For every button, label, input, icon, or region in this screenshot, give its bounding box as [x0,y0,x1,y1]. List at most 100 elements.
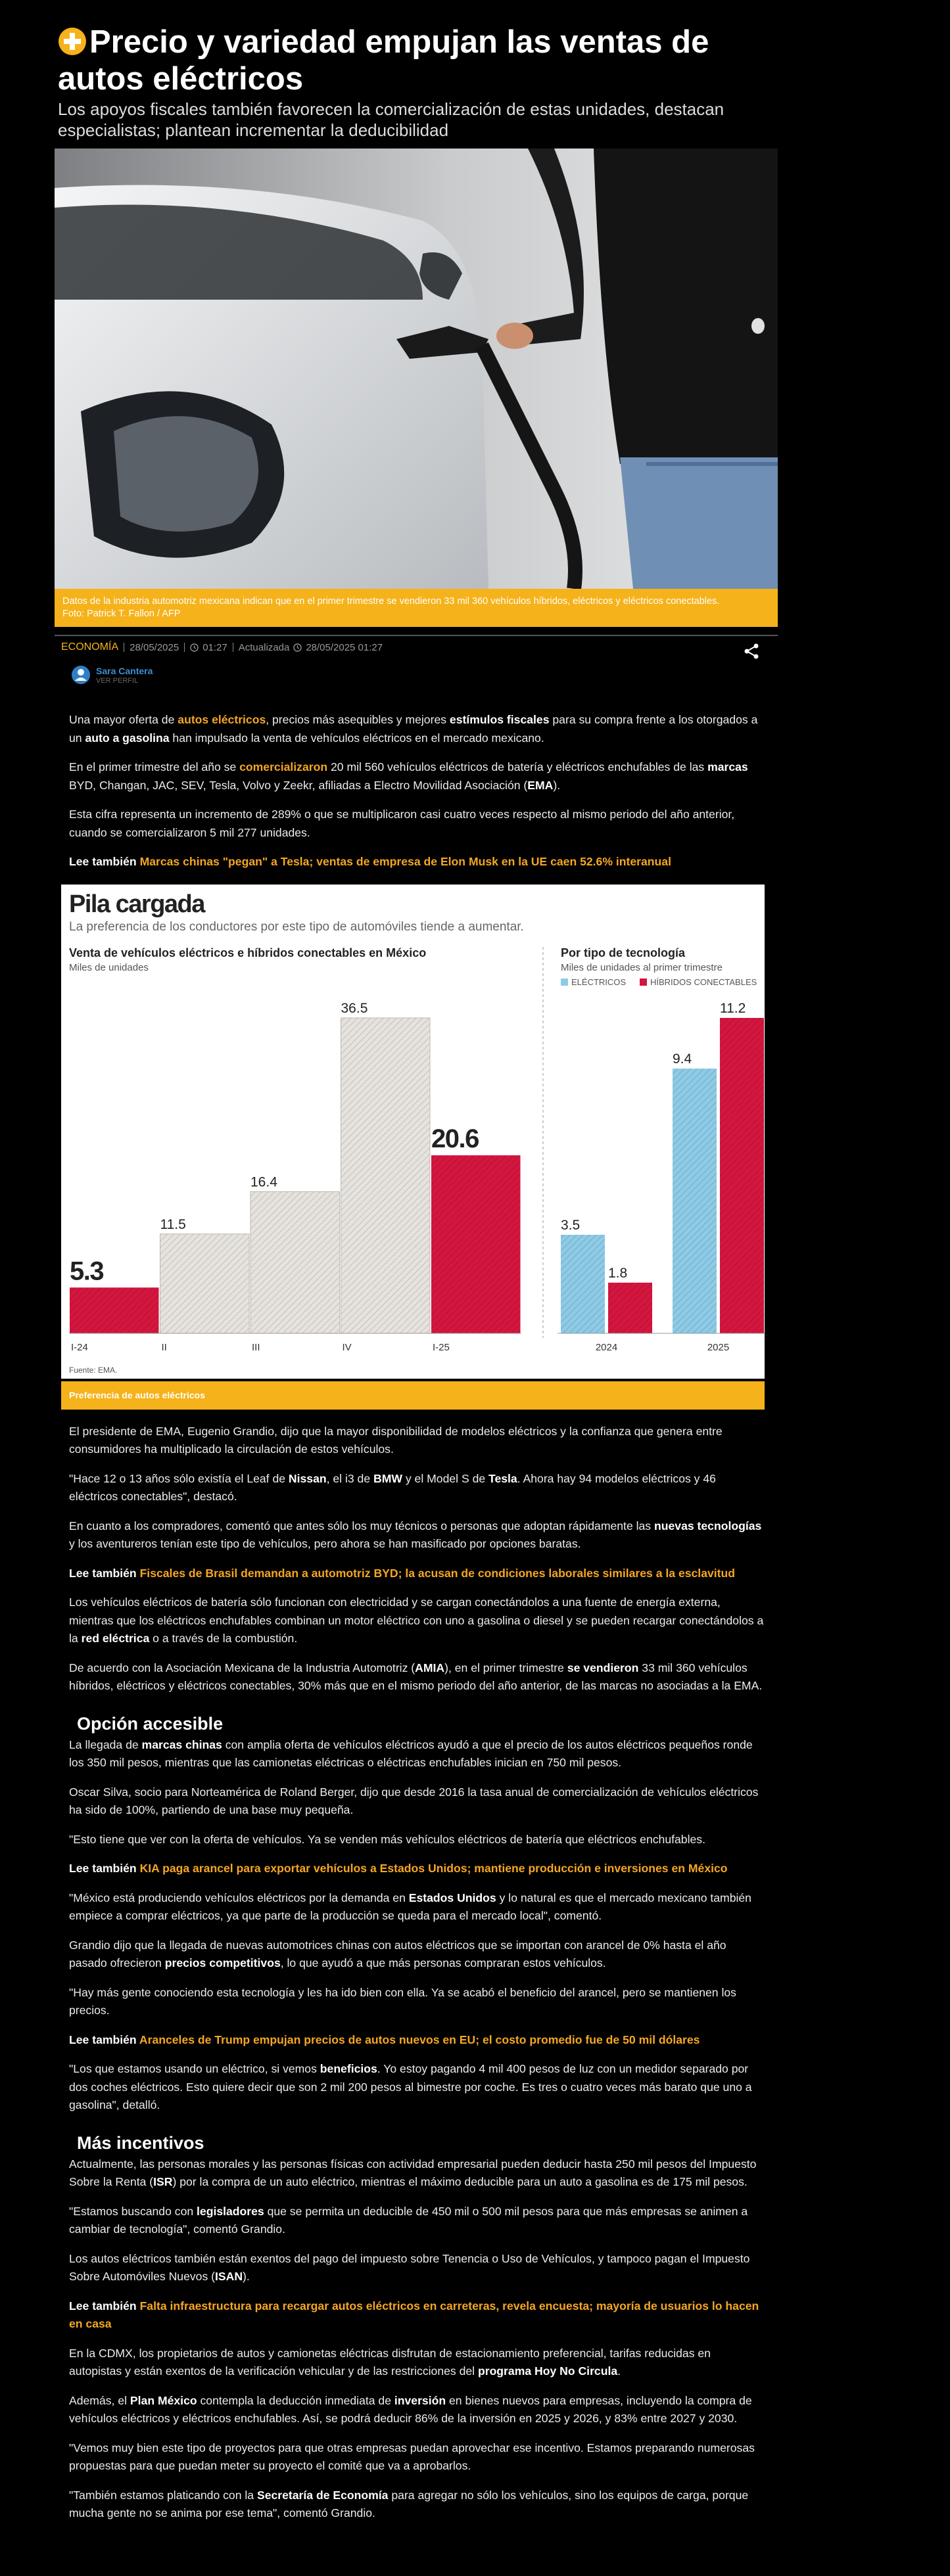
link[interactable]: autos eléctricos [178,713,266,726]
bar [160,1233,250,1334]
paragraph: Actualmente, las personas morales y las … [69,2155,766,2192]
graphic-footer: Preferencia de autos eléctricos [61,1381,765,1410]
x-tick-label: IV [343,1342,352,1353]
text-run: "Los que estamos usando un eléctrico, si… [69,2062,320,2075]
text-run: Esta cifra representa un incremento de 2… [69,808,735,839]
text-run: , el i3 de [326,1471,374,1485]
value-label: 11.5 [160,1216,186,1231]
text-run: en bienes nuevos para empresas, incluyen… [69,2393,752,2426]
bold-text: Lee también [69,2033,139,2046]
section-heading: Opción accesible [77,1713,766,1735]
bar [70,1287,159,1333]
value-label: 20.6 [431,1124,479,1153]
paragraph: En la CDMX, los propietarios de autos y … [69,2345,766,2381]
bar [341,1017,431,1333]
author-avatar[interactable] [71,665,91,685]
bold-text: programa Hoy No Circula [477,2364,618,2378]
text-run: y lo natural es que el mercado mexicano … [69,1891,751,1923]
text-run: "Hace 12 o 13 años sólo existía el Leaf … [69,1471,289,1485]
bold-text: se vendieron [567,1661,639,1674]
text-run: La llegada de [69,1737,142,1751]
plus-icon [59,28,86,55]
chart-subtitle: Miles de unidades al primer trimestre [561,962,723,973]
x-tick-label: 2025 [707,1342,729,1353]
text-run: para su compra frente a los otorgados a … [69,713,758,745]
bold-text: nuevas tecnologías [654,1519,762,1532]
text-run: ), en el primer trimestre [444,1661,567,1674]
bold-text: auto a gasolina [85,731,170,745]
text-run: Grandio dijo que la llegada de nuevas au… [69,1938,726,1970]
article-photo [55,149,778,589]
text-run: "También estamos platicando con la [69,2488,257,2502]
value-label: 16.4 [250,1174,277,1189]
text-run: "Hay más gente conociendo esta tecnologí… [69,1985,736,2017]
bar [250,1191,340,1333]
text-run: Oscar Silva, socio para Norteamérica de … [69,1785,759,1817]
text-run: y el Model S de [402,1471,489,1485]
chart: Pila cargada La preferencia de los condu… [61,884,765,1379]
text-run: y los aventureros tenían este tipo de ve… [69,1537,581,1550]
paragraph: "También estamos platicando con la Secre… [69,2487,766,2523]
link[interactable]: KIA paga arancel para exportar vehículos… [139,1862,728,1875]
text-run: En el primer trimestre del año se [69,760,240,773]
text-run: para agregar no sólo los vehículos, sino… [69,2488,749,2520]
x-tick-label: III [252,1342,260,1353]
paragraph: Oscar Silva, socio para Norteamérica de … [69,1783,766,1820]
paragraph: De acuerdo con la Asociación Mexicana de… [69,1659,766,1695]
bold-text: Nissan [288,1471,327,1485]
link[interactable]: Marcas chinas "pegan" a Tesla; ventas de… [139,855,671,868]
caption-text: Datos de la industria automotriz mexican… [62,596,720,607]
text-run: 20 mil 560 vehículos eléctricos de bater… [327,760,708,773]
section[interactable]: ECONOMÍA [61,641,119,653]
bold-text: Lee también [69,855,140,868]
text-run: han impulsado la venta de vehículos eléc… [169,731,544,745]
value-label: 3.5 [561,1218,580,1233]
chart-title: Venta de vehículos eléctricos e híbridos… [69,946,426,959]
link[interactable]: Falta infraestructura para recargar auto… [69,2299,759,2331]
paragraph: Lee también KIA paga arancel para export… [69,1860,766,1878]
paragraph: Esta cifra representa un incremento de 2… [69,806,766,842]
text-run: Los vehículos eléctricos de batería sólo… [69,1596,764,1645]
paragraph: Lee también Aranceles de Trump empujan p… [69,2031,766,2050]
paragraph: Los autos eléctricos también están exent… [69,2250,766,2286]
bold-text: ISAN [214,2270,243,2283]
value-label: 36.5 [341,1001,368,1016]
text-run: ). [243,2270,250,2283]
photo-credit: Foto: Patrick T. Fallon / AFP [62,609,181,619]
text-run: Además, el [69,2393,130,2407]
link[interactable]: Fiscales de Brasil demandan a automotriz… [139,1566,736,1580]
paragraph: El presidente de EMA, Eugenio Grandio, d… [69,1423,766,1459]
bold-text: red eléctrica [81,1632,150,1645]
bold-text: marcas [707,760,748,773]
headline: Precio y variedad empujan las ventas de … [58,24,788,97]
value-label: 11.2 [720,1001,746,1016]
author-name[interactable]: Sara Cantera [96,666,153,676]
author-profile-link[interactable]: VER PERFIL [96,677,139,685]
bar [608,1282,652,1333]
share-button[interactable] [743,643,760,660]
link[interactable]: Aranceles de Trump empujan precios de au… [139,2033,700,2046]
bold-text: Plan México [130,2393,197,2407]
bold-text: AMIA [415,1661,445,1674]
body-section: Una mayor oferta de autos eléctricos, pr… [69,711,766,871]
paragraph: "Vemos muy bien este tipo de proyectos p… [69,2439,766,2475]
text-run: Opción accesible [77,1713,224,1734]
bold-text: Lee también [69,1862,140,1875]
text-run: , lo que ayudó a que más personas compra… [280,1956,606,1969]
text-run: Más incentivos [77,2132,204,2153]
x-tick-label: II [162,1342,167,1353]
text-run: 33 mil 360 vehículos híbridos, eléctrico… [69,1661,763,1693]
text-run: "Esto tiene que ver con la oferta de veh… [69,1832,705,1846]
paragraph: "Hace 12 o 13 años sólo existía el Leaf … [69,1470,766,1506]
date: 28/05/2025 [130,641,179,653]
bar [720,1017,764,1333]
chart-title: Por tipo de tecnología [561,946,686,959]
bold-text: Lee también [69,2299,140,2312]
graphic-title: Pila cargada [69,890,206,918]
link[interactable]: comercializaron [239,760,328,773]
chart-subtitle: Miles de unidades [69,962,149,973]
text-run: "Vemos muy bien este tipo de proyectos p… [69,2441,755,2473]
time: 01:27 [202,641,227,653]
